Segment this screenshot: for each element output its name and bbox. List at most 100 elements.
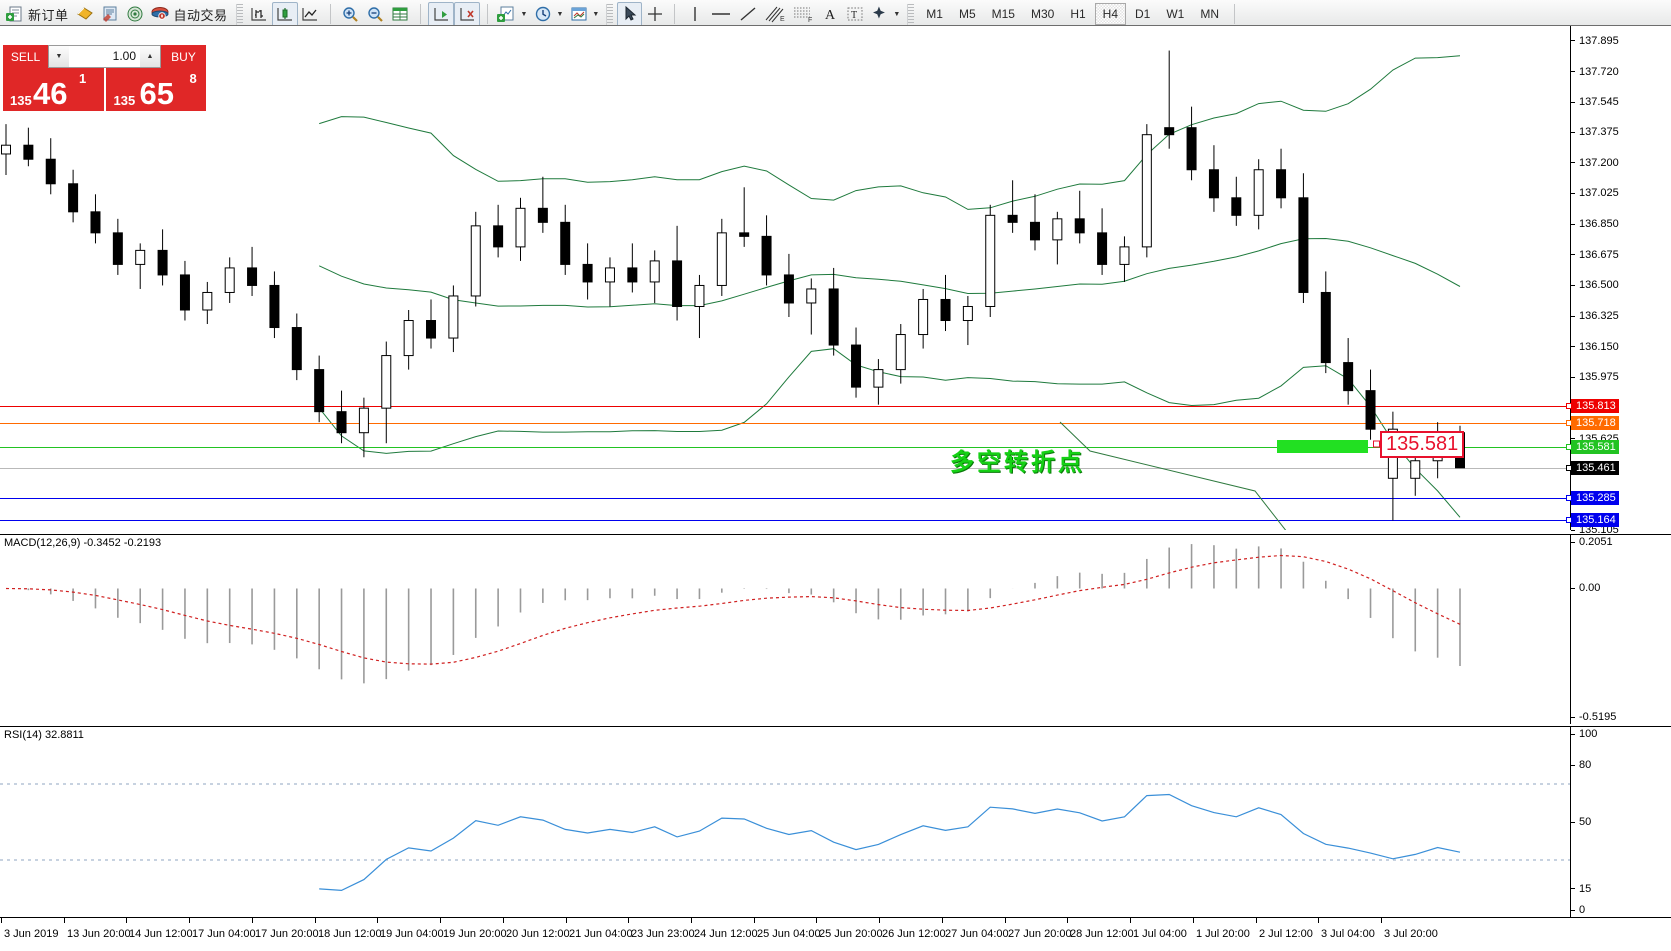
price-level-line[interactable] xyxy=(0,406,1570,407)
rsi-axis[interactable]: 100 80 50 15 0 xyxy=(1570,727,1671,917)
svg-text:T: T xyxy=(851,10,857,21)
buy-price-display[interactable]: 135 65 8 xyxy=(105,68,206,111)
macd-tick-label: 0.00 xyxy=(1571,582,1600,594)
time-axis-label: 21 Jun 04:00 xyxy=(569,928,633,940)
horizontal-line-icon[interactable] xyxy=(707,2,735,27)
level-handle[interactable] xyxy=(1566,402,1572,409)
crosshair-icon[interactable] xyxy=(642,2,667,27)
zoom-in-icon[interactable] xyxy=(338,2,363,27)
level-handle[interactable] xyxy=(1566,464,1572,471)
timeframe-m15[interactable]: M15 xyxy=(991,7,1015,21)
time-axis-label: 19 Jun 20:00 xyxy=(443,928,507,940)
time-axis-tick xyxy=(440,918,441,923)
sell-button[interactable]: SELL xyxy=(3,45,48,68)
volume-increment-icon[interactable]: ▲ xyxy=(140,46,160,67)
volume-decrement-icon[interactable]: ▼ xyxy=(49,46,69,67)
level-handle[interactable] xyxy=(1566,495,1572,502)
time-axis[interactable]: 3 Jun 2019 13 Jun 20:00 14 Jun 12:00 17 Jun… xyxy=(0,917,1671,951)
buy-button[interactable]: BUY xyxy=(161,45,206,68)
periodicity-clock-icon[interactable] xyxy=(530,2,555,27)
timeframe-w1[interactable]: W1 xyxy=(1166,7,1185,21)
time-axis-tick xyxy=(816,918,817,923)
price-level-tag[interactable]: 135.461 xyxy=(1566,460,1619,475)
svg-text:A: A xyxy=(825,8,836,23)
volume-input[interactable]: 1.00 xyxy=(69,46,140,67)
price-tick-label: 135.975 xyxy=(1571,371,1619,383)
metaeditor-icon[interactable] xyxy=(98,2,123,27)
level-handle[interactable] xyxy=(1566,419,1572,426)
price-axis[interactable]: 137.895 137.720 137.545 137.375 137.200 137.0… xyxy=(1566,26,1671,536)
time-axis-tick xyxy=(1067,918,1068,923)
new-order-button[interactable] xyxy=(2,2,27,27)
chart-shift-icon[interactable] xyxy=(453,1,480,27)
zoom-out-icon[interactable] xyxy=(363,2,388,27)
templates-icon[interactable] xyxy=(566,2,591,27)
price-level-tag[interactable]: 135.718 xyxy=(1566,415,1619,430)
price-level-line[interactable] xyxy=(0,468,1570,469)
price-plot-area[interactable] xyxy=(0,26,1570,530)
data-window-icon[interactable] xyxy=(388,2,413,27)
vertical-line-icon[interactable] xyxy=(682,2,707,27)
toolbar-separator xyxy=(674,4,676,24)
time-axis-label: 3 Jul 20:00 xyxy=(1384,928,1438,940)
rsi-label: RSI(14) 32.8811 xyxy=(4,729,84,741)
timeframe-m30[interactable]: M30 xyxy=(1030,7,1055,21)
add-indicator-icon[interactable] xyxy=(495,2,520,27)
expert-advisor-icon[interactable] xyxy=(73,2,98,27)
time-axis-tick xyxy=(691,918,692,923)
level-handle[interactable] xyxy=(1566,516,1572,523)
time-axis-label: 3 Jun 2019 xyxy=(4,928,59,940)
svg-text:F: F xyxy=(808,17,812,23)
price-tick-label: 137.720 xyxy=(1571,66,1619,78)
one-click-trading-panel[interactable]: SELL ▼ 1.00 ▲ BUY 135 46 1 135 65 8 xyxy=(3,45,206,111)
toolbar-separator xyxy=(1234,4,1236,24)
time-axis-tick xyxy=(1130,918,1131,923)
toolbar-separator xyxy=(419,4,421,24)
price-level-tag[interactable]: 135.813 xyxy=(1566,398,1619,413)
price-level-line[interactable] xyxy=(0,498,1570,499)
sell-price-display[interactable]: 135 46 1 xyxy=(3,68,104,111)
timeframe-h4[interactable]: H4 xyxy=(1094,3,1126,25)
fibonacci-icon[interactable]: F xyxy=(789,2,817,27)
line-chart-icon[interactable] xyxy=(298,2,323,27)
macd-plot-area[interactable] xyxy=(0,535,1570,724)
price-level-line[interactable] xyxy=(0,423,1570,424)
time-axis-label: 27 Jun 20:00 xyxy=(1008,928,1072,940)
timeframe-m1[interactable]: M1 xyxy=(926,7,943,21)
price-callout: 135.581 xyxy=(1373,430,1465,458)
price-level-line[interactable] xyxy=(0,447,1570,448)
rsi-plot-area[interactable] xyxy=(0,727,1570,917)
price-level-line[interactable] xyxy=(0,520,1570,521)
timeframe-d1[interactable]: D1 xyxy=(1135,7,1151,21)
arrows-icon[interactable] xyxy=(867,2,892,27)
macd-axis[interactable]: 0.2051 0.00 -0.5195 xyxy=(1570,535,1671,724)
text-tool-icon[interactable]: A xyxy=(817,2,842,27)
auto-scroll-icon[interactable] xyxy=(427,1,454,27)
autotrading-icon[interactable] xyxy=(148,2,173,27)
signals-icon[interactable] xyxy=(123,2,148,27)
chevron-down-icon[interactable]: ▼ xyxy=(893,10,901,18)
trendline-icon[interactable] xyxy=(735,2,761,27)
volume-stepper[interactable]: ▼ 1.00 ▲ xyxy=(48,45,161,68)
toolbar-separator xyxy=(486,4,488,24)
trend-line-object[interactable] xyxy=(0,26,1570,530)
text-label-icon[interactable]: T xyxy=(842,2,867,27)
time-axis-tick xyxy=(1005,918,1006,923)
timeframe-h1[interactable]: H1 xyxy=(1070,7,1086,21)
time-axis-label: 17 Jun 04:00 xyxy=(192,928,256,940)
timeframe-m5[interactable]: M5 xyxy=(958,7,976,21)
price-level-tag[interactable]: 135.285 xyxy=(1566,491,1619,506)
timeframe-mn[interactable]: MN xyxy=(1200,7,1220,21)
price-level-tag[interactable]: 135.164 xyxy=(1566,512,1619,527)
level-handle[interactable] xyxy=(1566,443,1572,450)
cursor-icon[interactable] xyxy=(617,1,643,27)
chevron-down-icon[interactable]: ▼ xyxy=(520,10,528,18)
chevron-down-icon[interactable]: ▼ xyxy=(592,10,600,18)
price-tick-label: 136.675 xyxy=(1571,249,1619,261)
time-axis-tick xyxy=(628,918,629,923)
candlestick-chart-icon[interactable] xyxy=(271,1,298,27)
equidistant-channel-icon[interactable]: E xyxy=(761,2,789,27)
chevron-down-icon[interactable]: ▼ xyxy=(556,10,564,18)
bar-chart-icon[interactable] xyxy=(247,2,272,27)
price-level-tag[interactable]: 135.581 xyxy=(1566,439,1619,454)
